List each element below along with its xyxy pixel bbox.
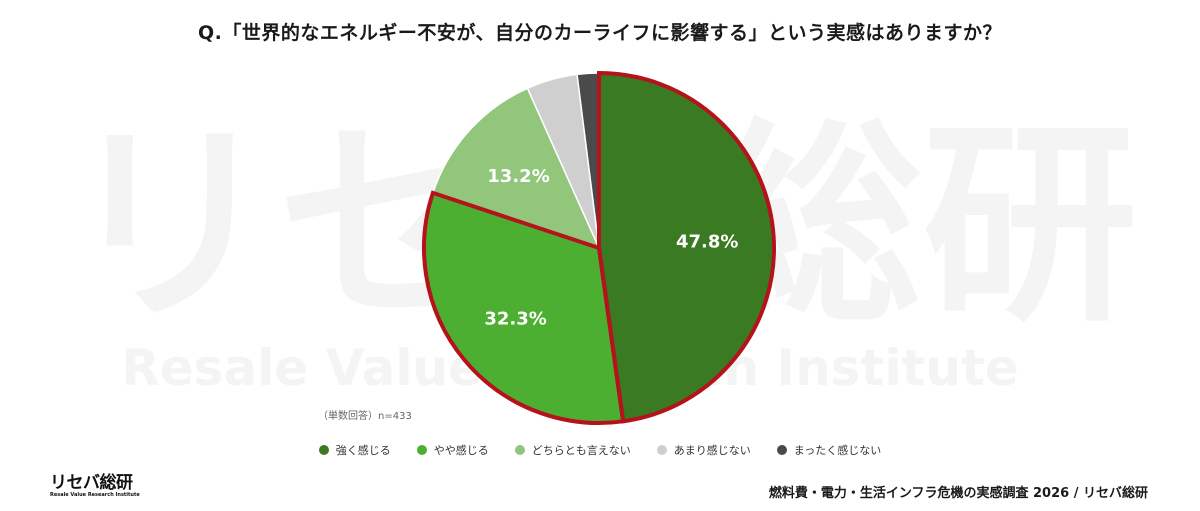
logo-main: リセバ総研 <box>50 473 133 493</box>
source-credit: 燃料費・電力・生活インフラ危機の実感調査 2026 / リセバ総研 <box>768 486 1148 501</box>
legend-swatch <box>656 445 667 455</box>
legend-label: やや感じる <box>433 444 489 457</box>
logo-sub: Resale Value Research Institute <box>50 492 140 498</box>
legend-label: 強く感じる <box>335 444 391 457</box>
slice-label-2: 32.3% <box>484 308 546 329</box>
legend-label: あまり感じない <box>673 444 751 457</box>
slice-label-1: 47.8% <box>676 232 738 253</box>
chart-title: Q.「世界的なエネルギー不安が、自分のカーライフに影響する」という実感はあります… <box>198 22 1002 44</box>
pie-slice-3 <box>431 87 601 250</box>
legend-swatch <box>318 445 329 455</box>
legend: 強く感じる やや感じる どちらとも言えない あまり感じない まったく感じない <box>0 442 1200 458</box>
legend-swatch <box>514 445 525 455</box>
slice-label-3: 13.2% <box>487 166 549 187</box>
logo: リセバ総研 Resale Value Research Institute <box>50 473 140 504</box>
highlight-outline-1 <box>597 70 776 424</box>
legend-label: どちらとも言えない <box>531 444 631 457</box>
legend-item-3: どちらとも言えない <box>514 442 631 458</box>
legend-swatch <box>776 445 787 455</box>
legend-item-2: やや感じる <box>416 442 489 458</box>
legend-label: まったく感じない <box>793 444 882 457</box>
legend-item-5: まったく感じない <box>776 442 882 458</box>
highlight-outline-2 <box>422 190 626 425</box>
response-note: （単数回答）n=433 <box>318 411 412 422</box>
legend-item-4: あまり感じない <box>656 442 751 458</box>
legend-item-1: 強く感じる <box>318 442 391 458</box>
legend-swatch <box>416 445 427 455</box>
